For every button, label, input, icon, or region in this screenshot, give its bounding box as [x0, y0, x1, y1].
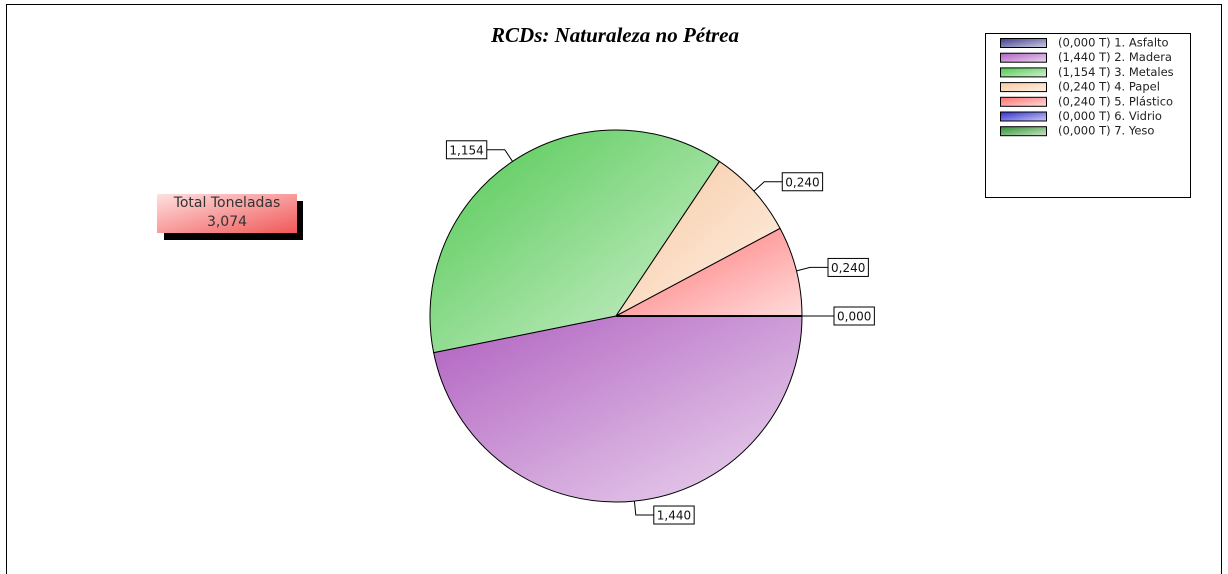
legend-swatch: [1000, 126, 1047, 137]
label-box: [833, 306, 875, 326]
legend-label: (0,000 T) 7. Yeso: [1058, 124, 1154, 138]
data-label: 0,240: [785, 175, 819, 189]
total-box: [157, 194, 297, 233]
data-label: 1,154: [449, 143, 483, 157]
legend-label: (0,000 T) 1. Asfalto: [1058, 36, 1169, 50]
legend-swatch: [1000, 82, 1047, 93]
legend-swatch: [1000, 38, 1047, 48]
leader-line: [486, 149, 513, 162]
pie-slice: [433, 315, 803, 503]
chart-title: RCDs: Naturaleza no Pétrea: [490, 23, 739, 47]
pie-slice: [615, 227, 803, 317]
pie-slice: [615, 160, 781, 317]
legend-label: (0,240 T) 5. Plástico: [1058, 94, 1173, 108]
legend-swatch: [1000, 52, 1047, 63]
legend-label: (1,440 T) 2. Madera: [1058, 50, 1172, 64]
data-label: 0,240: [831, 261, 865, 275]
label-box: [827, 257, 869, 277]
legend-label: (0,000 T) 6. Vidrio: [1058, 109, 1162, 123]
legend-swatch: [1000, 111, 1047, 122]
leader-line: [753, 181, 783, 192]
legend-swatch: [1000, 67, 1047, 78]
label-box: [653, 505, 695, 525]
legend-swatch: [1000, 96, 1047, 107]
label-box: [445, 140, 488, 160]
data-label: 0,000: [837, 310, 871, 324]
pie-slice: [429, 129, 721, 354]
label-box: [781, 172, 824, 192]
leader-line: [796, 266, 829, 272]
legend-label: (0,240 T) 4. Papel: [1058, 80, 1160, 94]
total-value: 3,074: [207, 214, 247, 230]
total-label: Total Toneladas: [173, 195, 281, 211]
leader-line: [633, 501, 654, 516]
data-label: 1,440: [657, 509, 691, 523]
legend-label: (1,154 T) 3. Metales: [1058, 65, 1174, 79]
